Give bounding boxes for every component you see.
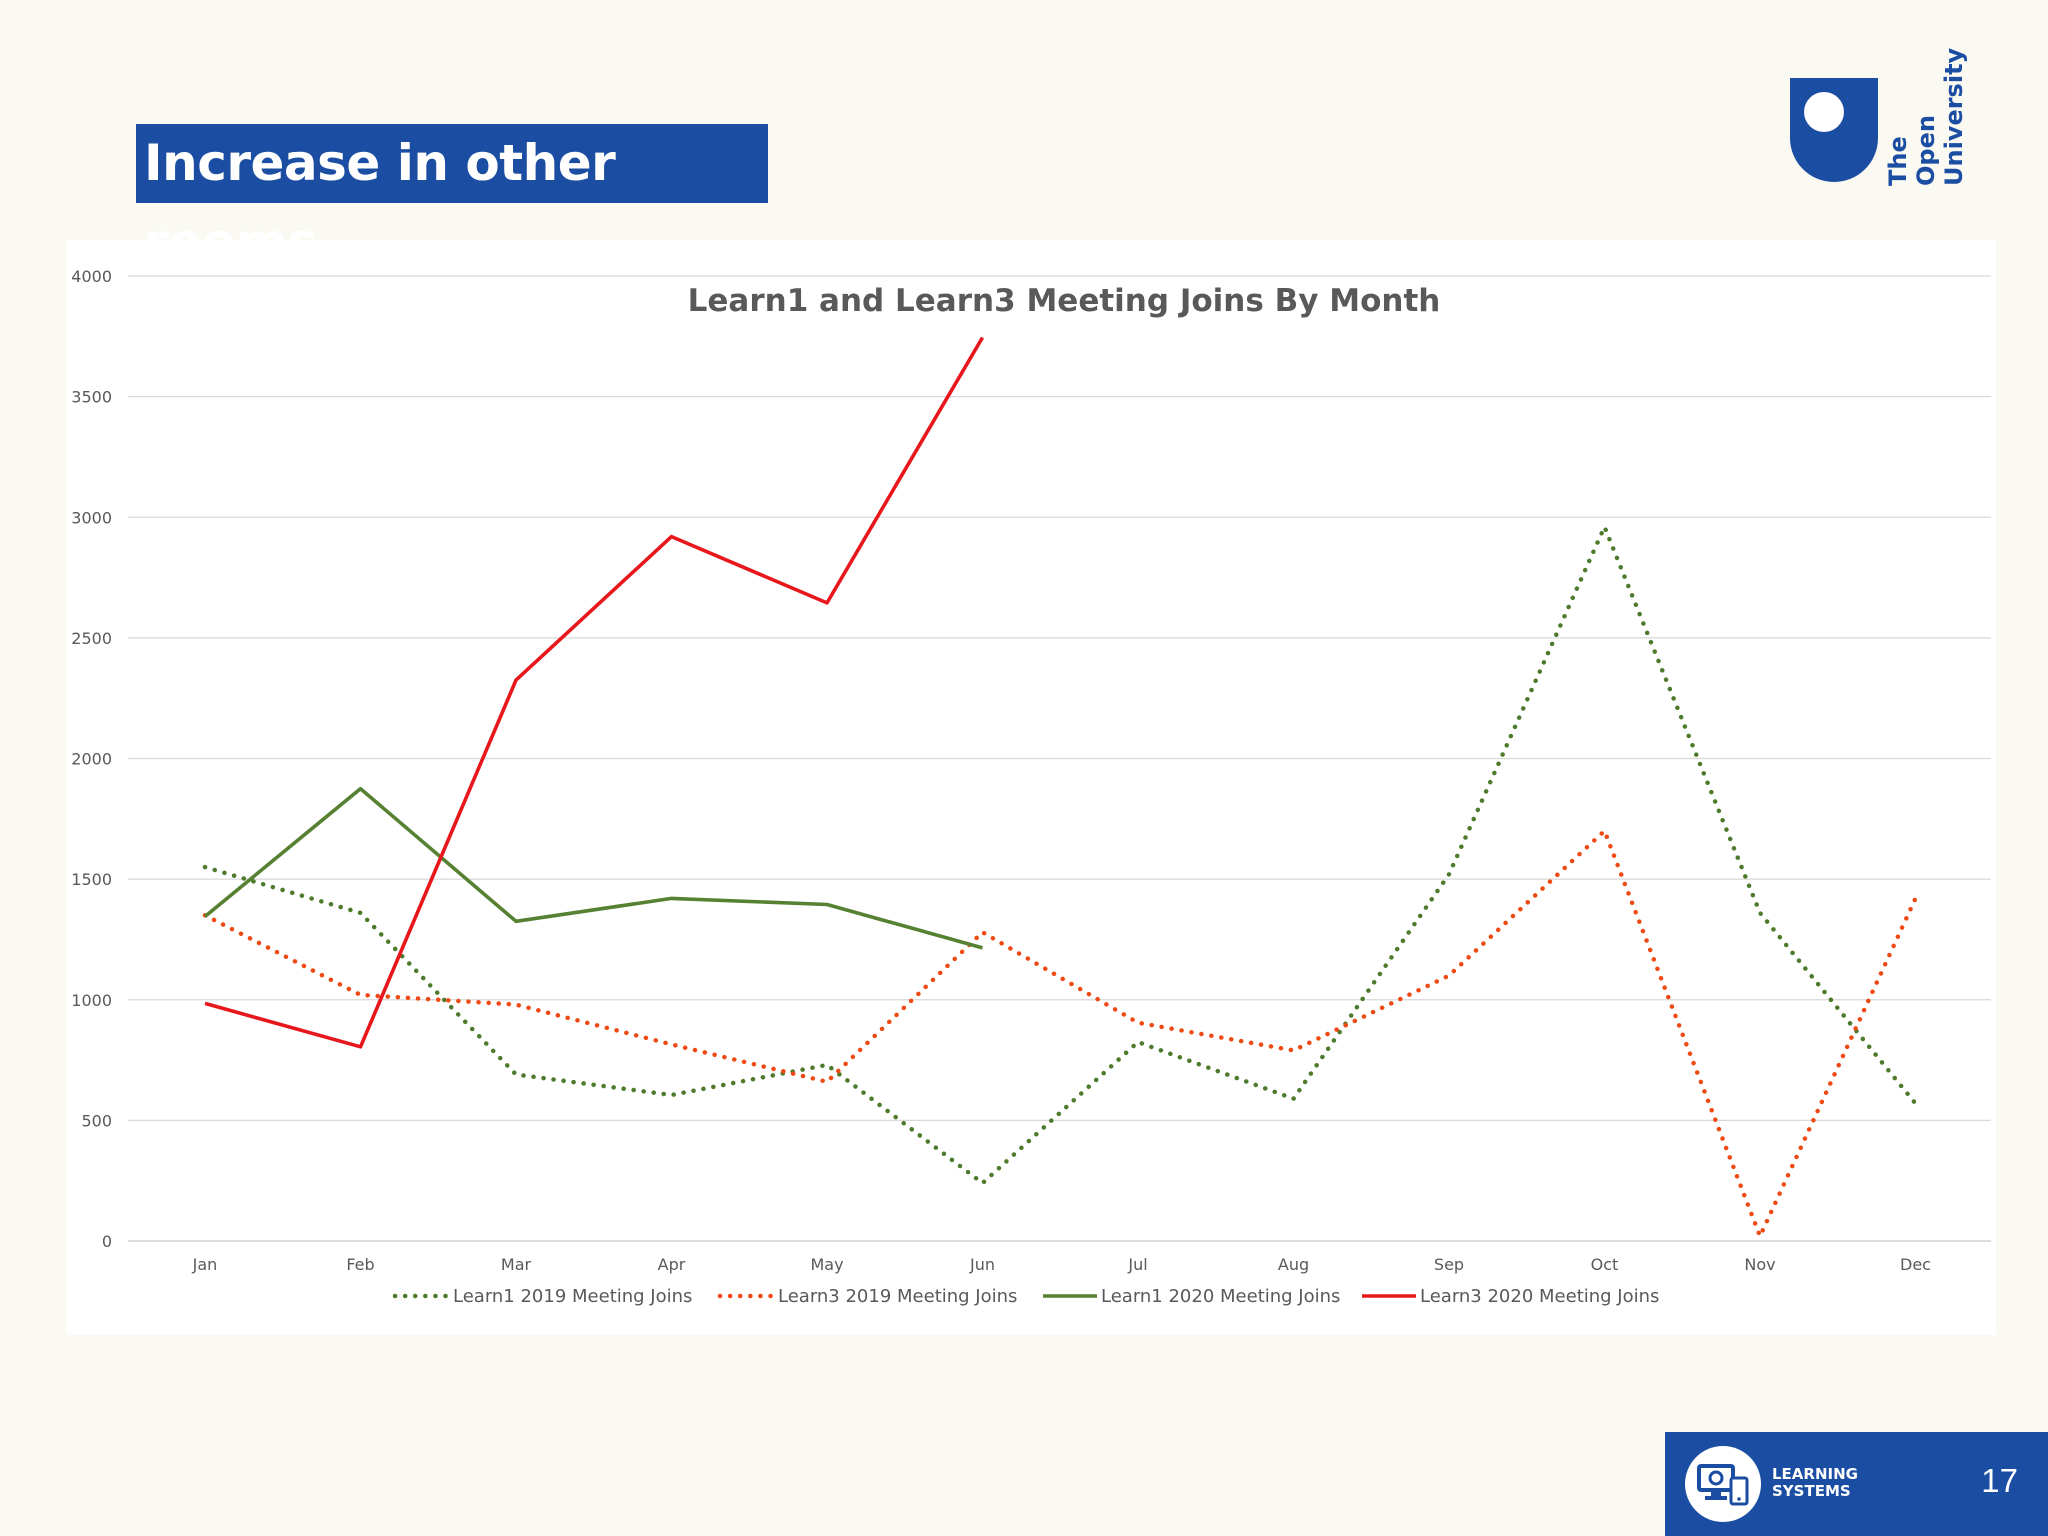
chart-title: Learn1 and Learn3 Meeting Joins By Month: [688, 283, 1441, 319]
learning-systems-logo: [1685, 1446, 1761, 1522]
series-line-learn1-2020-meeting-joins: [203, 786, 983, 950]
legend-label-learn1-2020-meeting-joins: Learn1 2020 Meeting Joins: [1101, 1286, 1340, 1307]
brand-line-2: SYSTEMS: [1772, 1482, 1851, 1500]
x-tick-label-nov: Nov: [1744, 1255, 1775, 1274]
x-tick-label-mar: Mar: [501, 1255, 532, 1274]
x-tick-label-oct: Oct: [1591, 1255, 1619, 1274]
y-tick-label-1500: 1500: [71, 870, 112, 889]
logo-line-1: The Open: [1884, 115, 1940, 186]
series-line-learn3-2019-meeting-joins: [202, 828, 1918, 1239]
legend-label-learn3-2020-meeting-joins: Learn3 2020 Meeting Joins: [1420, 1286, 1659, 1307]
y-tick-label-0: 0: [102, 1232, 112, 1251]
x-tick-label-dec: Dec: [1900, 1255, 1931, 1274]
slide-title: Increase in other rooms: [136, 124, 768, 271]
brand-line-1: LEARNING: [1772, 1465, 1858, 1483]
footer-bar: LEARNING SYSTEMS 17: [1665, 1432, 2048, 1536]
x-tick-label-jan: Jan: [192, 1255, 218, 1274]
legend-label-learn3-2019-meeting-joins: Learn3 2019 Meeting Joins: [778, 1286, 1017, 1307]
logo-line-2: University: [1940, 47, 1968, 186]
page-number: 17: [1981, 1462, 2018, 1499]
y-tick-label-3500: 3500: [71, 388, 112, 407]
x-tick-label-may: May: [810, 1255, 843, 1274]
learning-systems-wordmark: LEARNING SYSTEMS: [1772, 1466, 1858, 1500]
x-tick-label-apr: Apr: [658, 1255, 686, 1274]
y-tick-label-2500: 2500: [71, 629, 112, 648]
open-university-logo: The Open University: [1790, 48, 1968, 186]
series-line-learn3-2020-meeting-joins: [204, 336, 985, 1049]
x-tick-label-feb: Feb: [346, 1255, 374, 1274]
series-line-learn1-2019-meeting-joins: [202, 524, 1918, 1186]
x-tick-label-jun: Jun: [969, 1255, 995, 1274]
line-chart: 0 500 1000 1500 2000 2500 3000 3500 4000 Jan Feb Ma…: [71, 267, 1991, 1307]
learning-systems-devices-icon: [1697, 1464, 1749, 1506]
y-tick-label-2000: 2000: [71, 750, 112, 769]
y-tick-label-1000: 1000: [71, 991, 112, 1010]
x-tick-label-jul: Jul: [1127, 1255, 1147, 1274]
y-tick-label-3000: 3000: [71, 508, 112, 527]
y-tick-label-500: 500: [81, 1111, 112, 1130]
chart-panel: 0 500 1000 1500 2000 2500 3000 3500 4000 Jan Feb Ma…: [66, 240, 1996, 1335]
x-tick-label-sep: Sep: [1434, 1255, 1464, 1274]
x-tick-label-aug: Aug: [1278, 1255, 1309, 1274]
y-tick-label-4000: 4000: [71, 267, 112, 286]
open-university-wordmark: The Open University: [1884, 48, 1968, 186]
open-university-shield-icon: [1790, 78, 1878, 182]
legend-label-learn1-2019-meeting-joins: Learn1 2019 Meeting Joins: [453, 1286, 692, 1307]
